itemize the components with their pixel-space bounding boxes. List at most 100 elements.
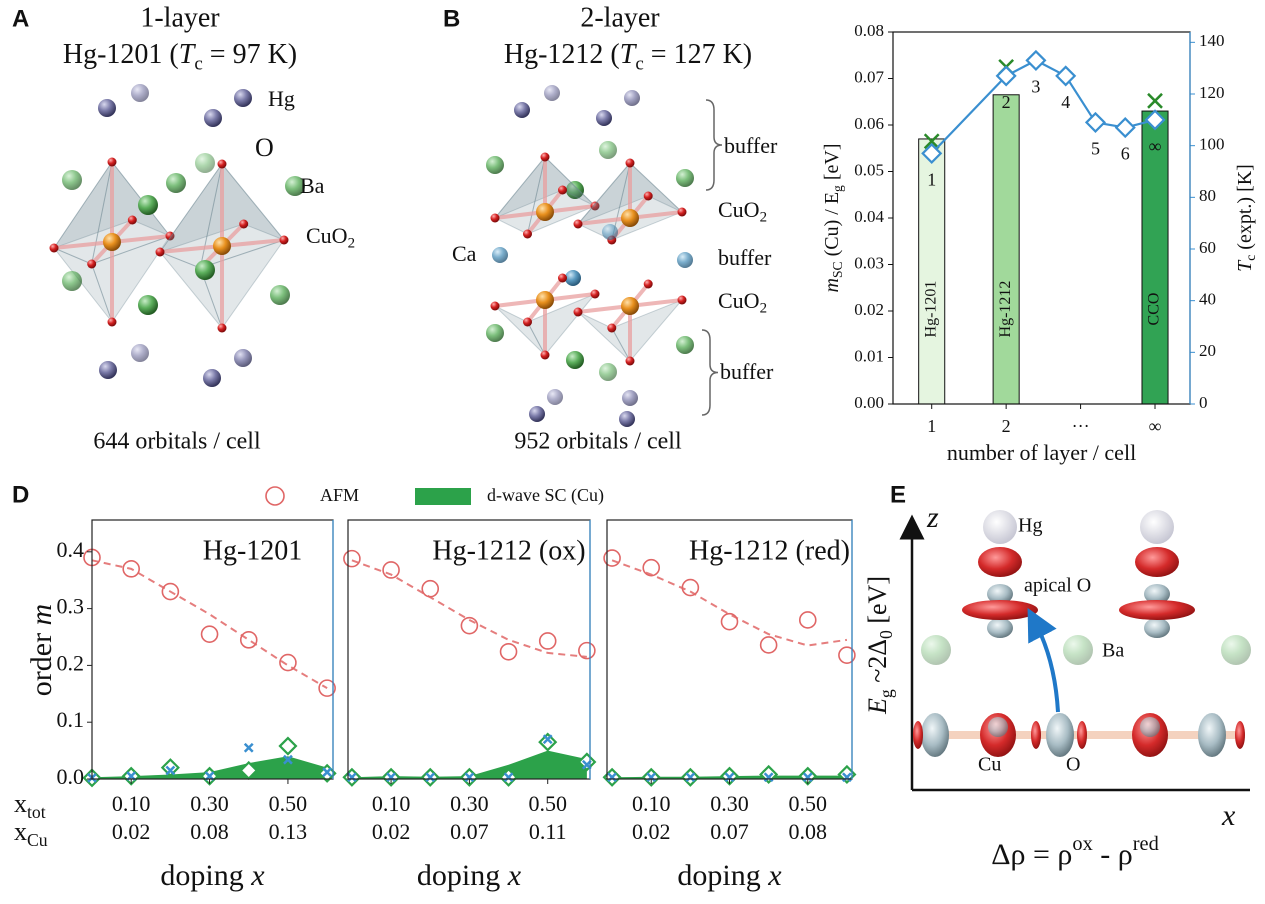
x-axis-label-part: x: [767, 859, 782, 892]
brace: [705, 99, 723, 191]
cross-marker: [243, 742, 254, 753]
atom: [621, 297, 639, 315]
orbital-lobe: [983, 510, 1017, 544]
atom: [490, 213, 500, 223]
y-tick-label: 0.1: [57, 707, 85, 732]
diamond-marker: [1084, 111, 1107, 133]
x-axis-label-part: doping: [160, 859, 251, 892]
transfer-arrow: [1027, 607, 1060, 713]
cross-marker: [464, 772, 475, 783]
brace: [701, 329, 719, 416]
x-row-label: xtot: [14, 789, 46, 822]
atom: [621, 209, 639, 227]
axis-label: z: [926, 501, 939, 534]
sc-area: [351, 750, 587, 779]
y-tick-label: 0.06: [854, 114, 884, 133]
footer: 952 orbitals / cell: [514, 429, 682, 455]
x-tick-label-cu: 0.08: [789, 819, 828, 844]
point-label: 2: [1002, 92, 1011, 112]
x-tick-label-cu: 0.02: [372, 819, 411, 844]
atom: [523, 317, 532, 327]
atom-label: Hg: [268, 86, 295, 111]
ba-atom: [1063, 635, 1093, 665]
x-tick-label-cu: 0.07: [710, 819, 749, 844]
layer-label: Ca: [452, 241, 477, 266]
atom: [166, 173, 186, 193]
panel-title-part: c: [194, 54, 202, 75]
cross-marker: [923, 133, 940, 150]
atom: [234, 349, 252, 367]
orbital-lobe: [1235, 721, 1245, 749]
cross-marker: [425, 772, 436, 783]
legend-label: d-wave SC (Cu): [487, 485, 604, 506]
atom: [490, 301, 500, 311]
line: [930, 59, 1156, 155]
fit-line: [91, 559, 328, 689]
y2-tick-label: 20: [1199, 341, 1216, 360]
circle-marker: [421, 579, 440, 598]
y-axis-label-part: SC: [830, 261, 845, 278]
x-tick-label: 0.10: [372, 791, 411, 816]
x-tick-label: 2: [1002, 416, 1011, 436]
axis-label: x: [1221, 799, 1236, 832]
atom: [677, 252, 693, 268]
x-tick-label: 0.50: [789, 791, 828, 816]
circle-marker: [122, 560, 140, 578]
x-row-label-part: Cu: [27, 830, 48, 850]
atom: [529, 406, 545, 422]
diamond-marker: [1144, 109, 1166, 131]
atom: [624, 90, 640, 106]
y-tick-label: 0.03: [854, 253, 884, 272]
circle-marker: [239, 631, 258, 649]
y-axis-label-part: m: [25, 604, 58, 626]
x-axis-label-part: x: [250, 859, 265, 892]
layer-label: buffer: [724, 133, 778, 158]
atom: [625, 356, 635, 366]
cross-marker: [763, 772, 774, 783]
layer-label: buffer: [720, 359, 774, 384]
point-label: 6: [1121, 144, 1130, 164]
y2-tick-label: 0: [1199, 393, 1208, 412]
y2-axis-label-part: ~2Δ: [863, 639, 892, 689]
atom: [523, 229, 532, 239]
x-axis-label-part: doping: [677, 859, 768, 892]
orbital-lobe: [1140, 717, 1160, 737]
atom: [573, 307, 583, 317]
atom-label: apical O: [1024, 575, 1091, 597]
y2-tick-label: 80: [1199, 186, 1216, 205]
orbital-lobe: [1046, 713, 1074, 757]
panel-title-part: c: [635, 54, 643, 75]
layer-label: CuO2: [718, 288, 767, 317]
circle-marker: [499, 642, 518, 661]
diamond-marker: [1055, 65, 1077, 87]
atom: [573, 219, 583, 229]
atom: [590, 289, 600, 299]
y-axis-label-part: g: [830, 185, 845, 192]
circle-marker: [161, 582, 180, 601]
circle-marker: [200, 625, 219, 643]
atom-label-part: 2: [348, 236, 355, 252]
y-axis-label: mSC (Cu) / Eg [eV]: [821, 144, 846, 293]
cross-marker: [724, 772, 735, 783]
atom: [677, 295, 687, 305]
atom: [155, 247, 165, 257]
bar: [1141, 110, 1169, 405]
bar: [918, 138, 946, 405]
layer-label: CuO2: [718, 197, 767, 226]
panel-title-part: = 127 K): [644, 39, 752, 70]
y-axis-label: order m: [25, 604, 58, 696]
atom-label: CuO2: [306, 223, 355, 252]
panel-title: 1-layer: [140, 2, 220, 33]
orbital-lobe: [913, 721, 923, 749]
cross-marker: [607, 772, 617, 783]
x-tick-label: 0.30: [710, 791, 749, 816]
atom: [625, 158, 635, 168]
atom: [622, 390, 638, 406]
atom: [596, 110, 612, 126]
circle-marker: [759, 636, 778, 654]
orbital-lobe: [1135, 547, 1179, 577]
orbital-lobe: [1119, 600, 1195, 620]
circle-marker: [460, 616, 479, 635]
y2-axis-label-part: (expt.) [K]: [1234, 164, 1256, 255]
x-tick-label: ···: [1072, 416, 1090, 436]
